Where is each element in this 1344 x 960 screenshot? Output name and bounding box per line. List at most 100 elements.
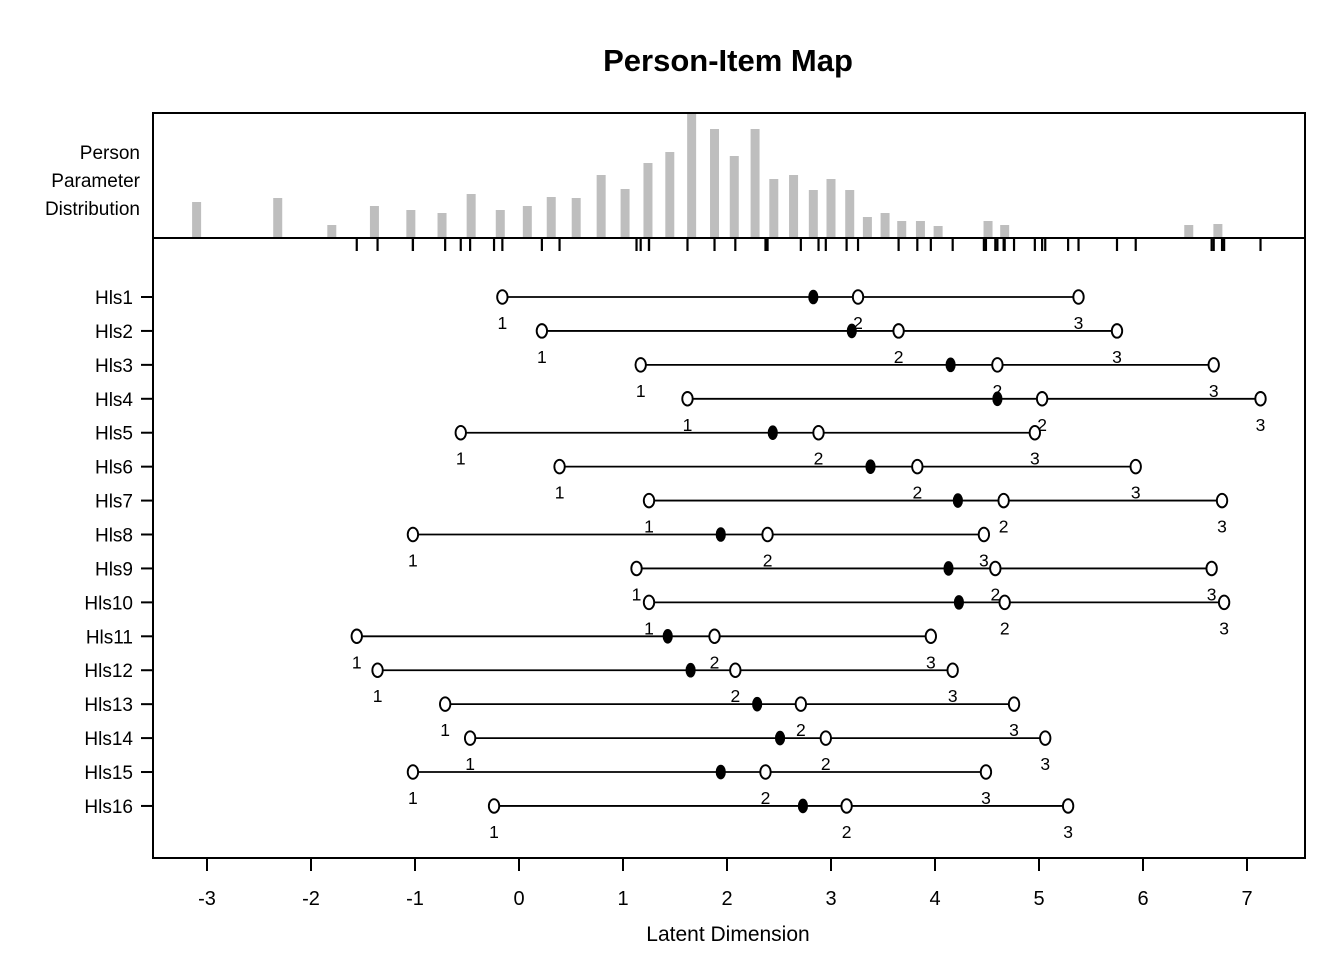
threshold-point — [439, 696, 452, 712]
item-label: Hls6 — [95, 458, 133, 479]
histogram-bar — [546, 197, 556, 237]
threshold-number-label: 1 — [632, 584, 642, 604]
histogram-bar — [1000, 225, 1010, 237]
threshold-number-label: 3 — [981, 788, 991, 808]
threshold-point — [911, 458, 924, 475]
x-axis-tick-label: -3 — [198, 888, 216, 910]
x-axis-tick-label: 3 — [825, 888, 836, 910]
threshold-number-label: 1 — [644, 517, 654, 537]
histogram-bar — [880, 213, 890, 237]
threshold-point — [1129, 458, 1142, 475]
threshold-number-label: 3 — [1009, 720, 1019, 740]
threshold-point — [946, 662, 959, 678]
threshold-point — [681, 391, 694, 407]
threshold-number-label: 3 — [1219, 618, 1229, 638]
threshold-point — [812, 424, 825, 441]
threshold-point — [851, 289, 865, 305]
histogram-bar — [845, 190, 855, 237]
threshold-number-label: 1 — [683, 415, 693, 435]
threshold-point — [1039, 730, 1052, 746]
threshold-number-label: 2 — [993, 381, 1003, 401]
threshold-number-label: 1 — [489, 822, 499, 842]
item-label: Hls13 — [84, 695, 133, 716]
threshold-number-label: 1 — [440, 720, 450, 740]
item-label: Hls8 — [95, 526, 133, 547]
threshold-number-label: 2 — [730, 686, 740, 706]
item-label: Hls9 — [95, 559, 133, 580]
threshold-point — [642, 594, 656, 611]
threshold-number-label: 3 — [1217, 517, 1227, 537]
threshold-point — [1028, 424, 1041, 441]
threshold-point — [991, 357, 1004, 373]
threshold-point — [642, 492, 656, 509]
threshold-point — [1110, 323, 1124, 339]
threshold-point — [840, 798, 853, 814]
item-label: Hls15 — [84, 763, 133, 784]
histogram-bar — [710, 129, 720, 237]
threshold-point — [634, 357, 647, 373]
x-axis-tick-label: -1 — [406, 888, 424, 910]
hist-panel-label-line3: Distribution — [45, 199, 140, 220]
item-label: Hls4 — [95, 390, 133, 411]
chart-title: Person-Item Map — [603, 43, 853, 78]
threshold-point — [454, 424, 467, 441]
threshold-point — [759, 764, 772, 780]
x-axis-tick-label: 7 — [1241, 888, 1252, 910]
threshold-point — [1254, 391, 1267, 407]
histogram-bar — [495, 210, 505, 237]
threshold-number-label: 1 — [352, 652, 362, 672]
threshold-point — [350, 628, 363, 645]
threshold-number-label: 2 — [1037, 415, 1047, 435]
histogram-bar — [665, 152, 675, 237]
item-label: Hls10 — [84, 593, 133, 614]
threshold-point — [989, 560, 1002, 577]
threshold-number-label: 3 — [1207, 584, 1217, 604]
item-location-point — [715, 527, 726, 542]
threshold-point — [1217, 594, 1231, 611]
histogram-bar — [369, 206, 379, 237]
histogram-bar — [437, 213, 447, 237]
histogram-bar — [1213, 224, 1223, 237]
histogram-bar — [571, 198, 581, 237]
threshold-number-label: 2 — [842, 822, 852, 842]
threshold-number-label: 3 — [1040, 754, 1050, 774]
threshold-number-label: 2 — [814, 449, 824, 469]
x-axis-tick-label: 2 — [721, 888, 732, 910]
threshold-number-label: 2 — [912, 483, 922, 503]
threshold-point — [1072, 289, 1085, 305]
threshold-point — [630, 560, 643, 577]
threshold-point — [924, 628, 937, 645]
histogram-bar — [933, 226, 943, 237]
threshold-number-label: 1 — [644, 618, 654, 638]
threshold-point — [819, 730, 832, 746]
threshold-number-label: 2 — [763, 551, 773, 571]
threshold-number-label: 3 — [1131, 483, 1141, 503]
threshold-point — [892, 323, 905, 339]
histogram-bar — [620, 189, 630, 237]
item-label: Hls3 — [95, 356, 133, 377]
x-axis-tick-label: 5 — [1033, 888, 1044, 910]
threshold-number-label: 1 — [555, 483, 565, 503]
threshold-point — [1207, 357, 1220, 373]
threshold-number-label: 2 — [710, 652, 720, 672]
threshold-point — [406, 764, 420, 780]
threshold-number-label: 2 — [761, 788, 771, 808]
x-axis-tick-label: 6 — [1137, 888, 1148, 910]
histogram-bar — [750, 129, 760, 237]
item-location-point — [797, 798, 809, 814]
item-label: Hls12 — [84, 661, 133, 682]
threshold-number-label: 1 — [537, 347, 547, 367]
threshold-number-label: 3 — [1074, 313, 1084, 333]
histogram-bar — [897, 221, 907, 237]
histogram-bar — [808, 190, 818, 237]
item-location-point — [846, 323, 857, 339]
threshold-number-label: 2 — [999, 517, 1009, 537]
item-location-point — [945, 357, 956, 373]
histogram-bar — [1184, 225, 1194, 237]
threshold-point — [729, 662, 742, 678]
threshold-point — [496, 289, 509, 305]
histogram-bar — [522, 206, 532, 237]
